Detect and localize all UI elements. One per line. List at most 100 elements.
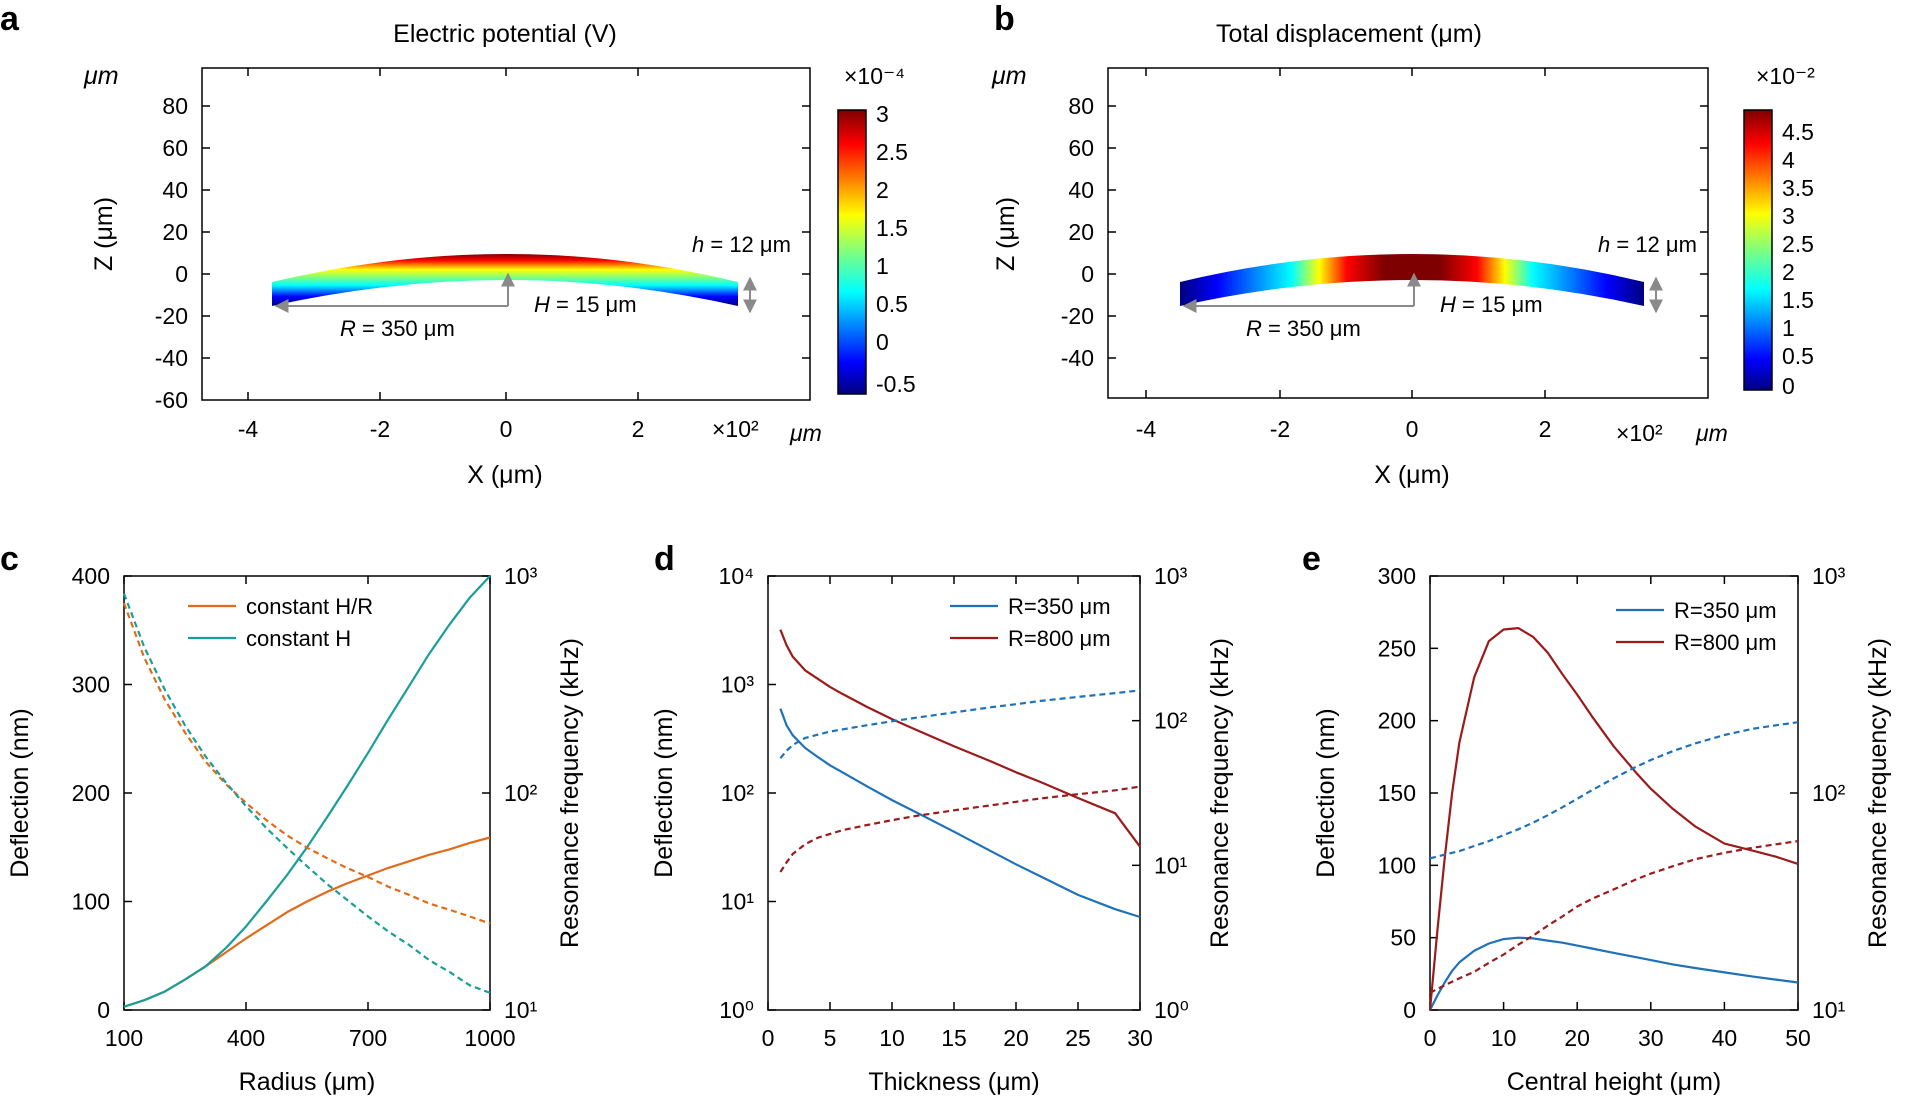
- colorbar-tick: 1.5: [1782, 287, 1814, 313]
- x-tick: -4: [238, 416, 259, 442]
- y-tick-label: 300: [72, 672, 110, 698]
- y-tick-marks: [202, 105, 810, 359]
- x-exponent: ×10²: [712, 416, 759, 442]
- y2-tick-label: 10³: [1154, 563, 1188, 589]
- colorbar-tick: 3.5: [1782, 175, 1814, 201]
- panel-label-d: d: [654, 540, 675, 578]
- colorbar-exponent: ×10⁻²: [1756, 63, 1815, 89]
- y-tick: -40: [1061, 345, 1094, 371]
- x-tick-label: 700: [349, 1025, 387, 1051]
- annotation-thickness: h = 12 μm: [692, 232, 791, 257]
- y-tick-label: 10¹: [721, 889, 755, 915]
- series-line: [779, 708, 1141, 919]
- colorbar-tick: 4: [1782, 147, 1795, 173]
- panel-b-x-ticks: -4 -2 0 2 ×10² μm: [1136, 68, 1728, 446]
- x-tick-label: 20: [1003, 1025, 1029, 1051]
- y2-tick-label: 10¹: [504, 997, 538, 1023]
- y-tick-label: 10³: [721, 672, 755, 698]
- y2-tick-label: 10⁰: [1154, 997, 1189, 1023]
- x-tick: 0: [1406, 416, 1419, 442]
- x-tick: 0: [500, 416, 513, 442]
- x-tick-label: 1000: [464, 1025, 515, 1051]
- y-tick-label: 100: [72, 889, 110, 915]
- y2-axis-label: Resonance frequency (kHz): [1864, 638, 1892, 948]
- x-axis-label: Central height (μm): [1507, 1068, 1721, 1096]
- y2-axis-label: Resonance frequency (kHz): [556, 638, 584, 948]
- annotation-height: H = 15 μm: [1440, 292, 1543, 317]
- y-tick-label: 150: [1378, 780, 1416, 806]
- x-axis-label: Thickness (μm): [868, 1068, 1039, 1096]
- series-line: [122, 602, 491, 925]
- colorbar-tick: 0.5: [876, 291, 908, 317]
- y2-tick-label: 10²: [504, 780, 538, 806]
- colorbar-ticks: 3 2.5 2 1.5 1 0.5 0 -0.5: [876, 101, 916, 397]
- series-line: [1428, 626, 1799, 1011]
- panel-a-x-ticks: -4 -2 0 2 ×10² μm: [238, 68, 822, 446]
- colorbar-tick: 4.5: [1782, 119, 1814, 145]
- y-tick-marks: [1108, 105, 1708, 359]
- x-tick-marks: [247, 68, 639, 400]
- x-exponent: ×10²: [1616, 420, 1663, 446]
- y-tick: -20: [155, 303, 188, 329]
- x-tick-label: 15: [941, 1025, 967, 1051]
- panel-b-xlabel: X (μm): [1374, 461, 1450, 489]
- y-tick: 0: [1081, 261, 1094, 287]
- panel-d: d 0 5 10 15 20 25 3010⁰10¹10²10³10⁴10⁰10¹10²10…: [650, 540, 1234, 1096]
- x-tick-label: 100: [105, 1025, 143, 1051]
- panel-a-unit-right: μm: [789, 420, 822, 446]
- y-axis-label: Deflection (nm): [650, 708, 678, 878]
- y-tick-label: 200: [1378, 708, 1416, 734]
- y2-tick-label: 10²: [1812, 780, 1846, 806]
- x-tick: -2: [1270, 416, 1290, 442]
- x-tick: -2: [370, 416, 390, 442]
- x-tick-label: 20: [1564, 1025, 1590, 1051]
- colorbar: [837, 109, 867, 395]
- y-tick-label: 50: [1390, 925, 1416, 951]
- y-tick-label: 0: [97, 997, 110, 1023]
- y-tick-label: 250: [1378, 635, 1416, 661]
- series-line: [779, 629, 1141, 848]
- y-tick-label: 0: [1403, 997, 1416, 1023]
- x-tick: -4: [1136, 416, 1157, 442]
- y-tick: 0: [175, 261, 188, 287]
- y2-tick-label: 10¹: [1154, 852, 1188, 878]
- legend-label: R=800 μm: [1008, 626, 1111, 651]
- panel-a-shell-potential-map: [272, 254, 738, 306]
- x-tick-marks: [1145, 68, 1546, 398]
- x-tick-label: 30: [1127, 1025, 1153, 1051]
- colorbar-tick: 2.5: [1782, 231, 1814, 257]
- colorbar-tick: 0.5: [1782, 343, 1814, 369]
- panel-a-y-ticks: 80 60 40 20 0 -20 -40 -60: [155, 93, 810, 413]
- series-line: [122, 593, 491, 994]
- y-axis-label: Deflection (nm): [6, 708, 34, 878]
- panel-b-plot-frame: [1107, 67, 1709, 399]
- panel-label-e: e: [1302, 540, 1321, 578]
- panel-b-shell-displacement-map: [1180, 254, 1644, 306]
- panel-b-ylabel: Z (μm): [992, 197, 1020, 271]
- y2-tick-label: 10¹: [1812, 997, 1846, 1023]
- colorbar-tick: 3: [1782, 203, 1795, 229]
- panel-b-unit-right: μm: [1695, 420, 1728, 446]
- y-tick-label: 100: [1378, 852, 1416, 878]
- y-tick-label: 10²: [721, 780, 755, 806]
- annotation-thickness: h = 12 μm: [1598, 232, 1697, 257]
- y-tick: 80: [162, 93, 188, 119]
- y-tick-label: 10⁰: [719, 997, 754, 1023]
- panel-a: a Electric potential (V) μm 80 60 40 20 …: [0, 0, 916, 489]
- y2-axis-label: Resonance frequency (kHz): [1206, 638, 1234, 948]
- annotation-radius: R = 350 μm: [340, 316, 455, 341]
- annotation-radius: R = 350 μm: [1246, 316, 1361, 341]
- colorbar-tick: 0: [1782, 373, 1795, 399]
- series-line: [1429, 840, 1799, 994]
- panel-b-unit-top: μm: [991, 62, 1027, 90]
- y-tick: -60: [155, 387, 188, 413]
- y2-tick-label: 10³: [1812, 563, 1846, 589]
- x-tick-label: 0: [762, 1025, 775, 1051]
- colorbar-tick: 1: [1782, 315, 1795, 341]
- y-tick: -20: [1061, 303, 1094, 329]
- y-tick: 40: [162, 177, 188, 203]
- panel-a-unit-top: μm: [83, 62, 119, 90]
- colorbar: [1743, 109, 1773, 391]
- colorbar-tick: 1: [876, 253, 889, 279]
- colorbar-tick: 2: [876, 177, 889, 203]
